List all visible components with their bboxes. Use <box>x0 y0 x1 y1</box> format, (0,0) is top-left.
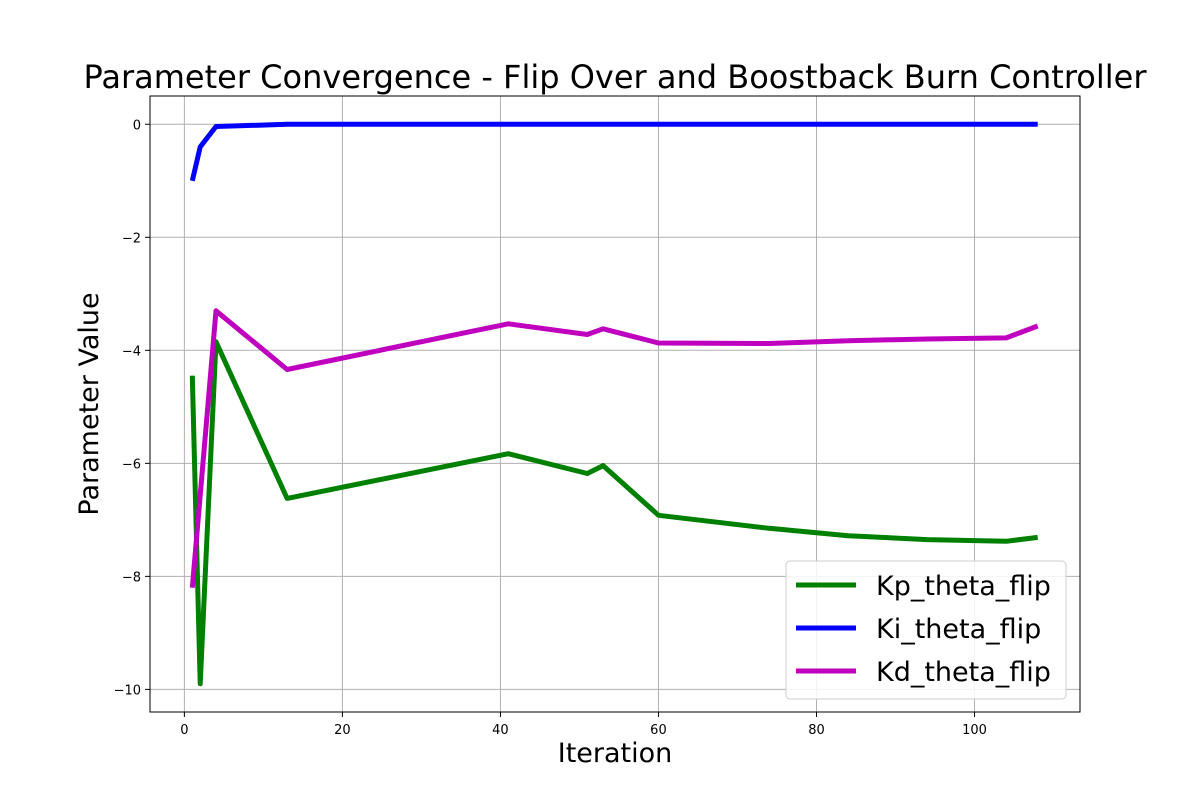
x-tick-label: 40 <box>492 723 509 738</box>
series-line-1 <box>189 121 1038 182</box>
series-line-2 <box>189 308 1039 588</box>
legend-label: Kd_theta_flip <box>876 657 1051 688</box>
y-axis-label: Parameter Value <box>74 292 105 515</box>
legend-label: Ki_theta_flip <box>876 614 1041 645</box>
x-axis-label: Iteration <box>558 738 673 769</box>
x-tick-label: 100 <box>962 723 987 738</box>
legend: Kp_theta_flip Ki_theta_flip Kd_theta_flip <box>785 560 1067 700</box>
y-tick-label: −6 <box>122 457 141 472</box>
y-tick-label: −2 <box>122 231 141 246</box>
y-tick-label: −10 <box>114 683 141 698</box>
legend-box <box>785 560 1067 700</box>
x-tick-label: 20 <box>334 723 351 738</box>
chart-title: Parameter Convergence - Flip Over and Bo… <box>84 58 1148 96</box>
ticks: 0 20 40 60 80 100 0 −2 −4 −6 −8 −10 <box>114 118 987 738</box>
x-tick-label: 0 <box>180 723 188 738</box>
x-tick-label: 60 <box>650 723 667 738</box>
y-tick-label: −4 <box>122 344 141 359</box>
series-layer <box>189 121 1039 687</box>
x-tick-label: 80 <box>808 723 825 738</box>
y-tick-label: −8 <box>122 570 141 585</box>
plot-frame <box>149 95 1081 713</box>
y-tick-label: 0 <box>133 118 141 133</box>
series-line-0 <box>189 339 1039 687</box>
legend-label: Kp_theta_flip <box>876 571 1051 602</box>
